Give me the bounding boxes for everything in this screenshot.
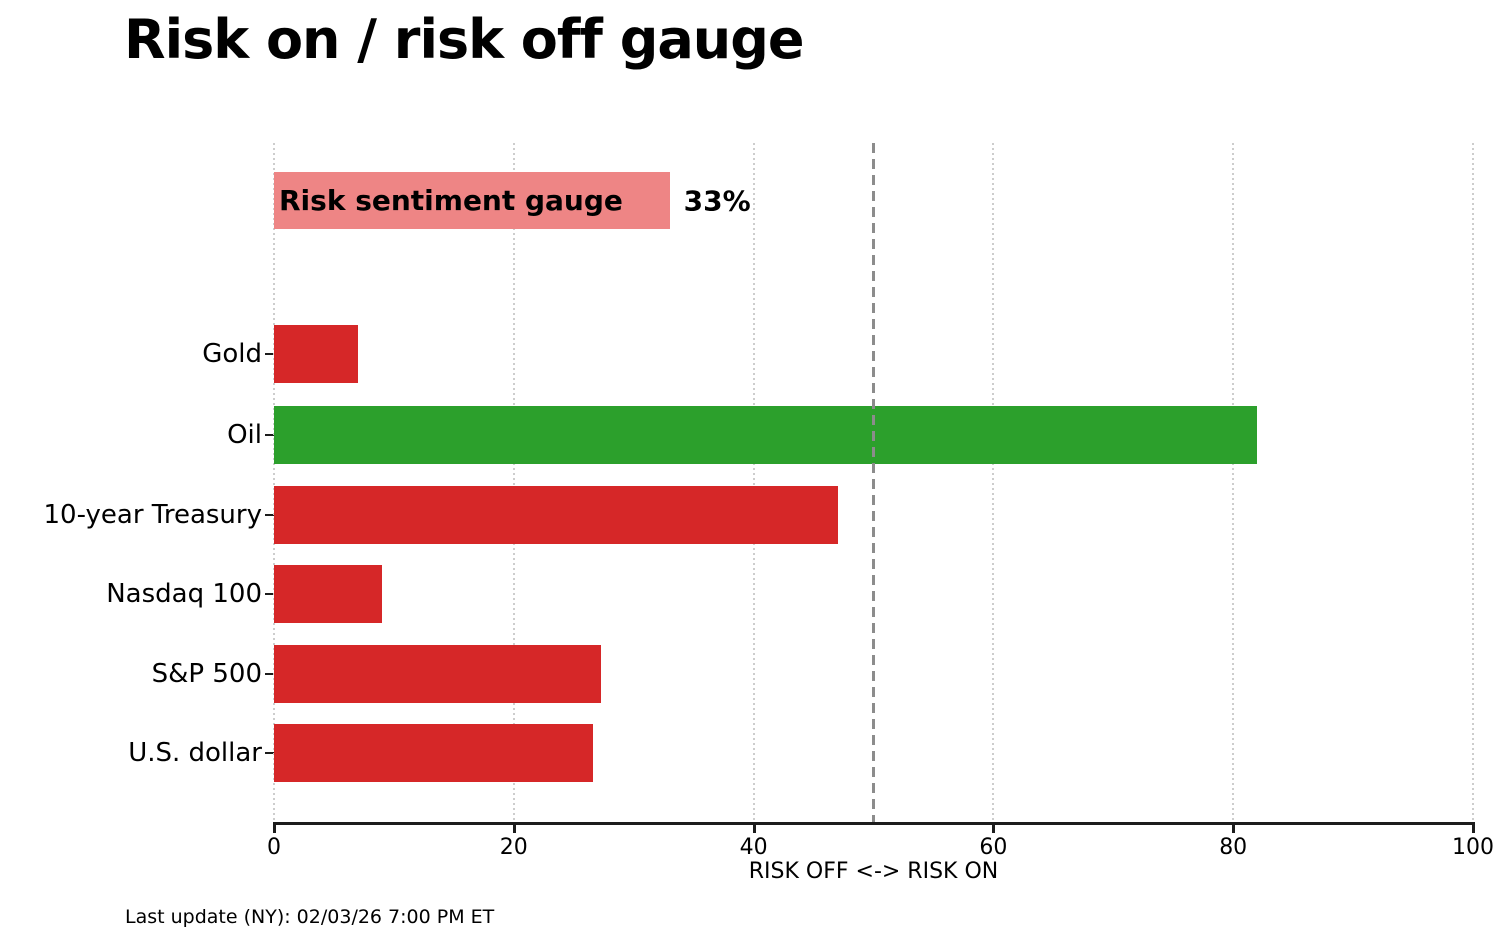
grid-line-60: [992, 143, 995, 822]
x-tick-mark-20: [512, 822, 516, 833]
bar-u-s-dollar: [274, 724, 593, 782]
gauge-value-label: 33%: [683, 184, 751, 217]
y-tick-mark-nasdaq-100: [265, 593, 274, 595]
category-label-gold: Gold: [202, 339, 262, 369]
x-tick-label-60: 60: [979, 835, 1008, 860]
bar-10-year-treasury: [274, 486, 838, 544]
y-tick-mark-10-year-treasury: [265, 514, 274, 516]
x-tick-label-40: 40: [739, 835, 768, 860]
x-tick-label-80: 80: [1219, 835, 1248, 860]
plot-area: Risk sentiment gauge 33%: [273, 143, 1474, 825]
bar-oil: [274, 406, 1258, 464]
x-tick-label-20: 20: [499, 835, 528, 860]
x-axis-label: RISK OFF <-> RISK ON: [748, 859, 999, 884]
x-tick-mark-60: [992, 822, 996, 833]
gauge-bar-label: Risk sentiment gauge: [279, 184, 623, 217]
bar-s-p-500: [274, 645, 602, 703]
bar-nasdaq-100: [274, 565, 382, 623]
grid-line-0: [273, 143, 275, 822]
grid-line-40: [752, 143, 755, 822]
y-tick-mark-u-s-dollar: [265, 752, 274, 754]
bar-gold: [274, 325, 358, 383]
x-tick-mark-0: [273, 822, 276, 833]
category-label-s-p-500: S&P 500: [151, 659, 262, 689]
category-label-u-s-dollar: U.S. dollar: [128, 738, 262, 768]
grid-line-100: [1472, 143, 1474, 822]
category-label-10-year-treasury: 10-year Treasury: [43, 500, 263, 530]
gauge-bar: Risk sentiment gauge: [274, 172, 670, 229]
y-tick-mark-oil: [265, 434, 274, 436]
grid-line-20: [512, 143, 515, 822]
x-tick-mark-80: [1232, 822, 1236, 833]
reference-line-50: [872, 143, 875, 822]
category-label-nasdaq-100: Nasdaq 100: [106, 579, 262, 609]
x-tick-mark-100: [1472, 822, 1475, 833]
y-tick-mark-gold: [265, 353, 274, 355]
x-tick-label-100: 100: [1452, 835, 1494, 860]
y-tick-mark-s-p-500: [265, 673, 274, 675]
category-label-oil: Oil: [227, 420, 262, 450]
last-update-text: Last update (NY): 02/03/26 7:00 PM ET: [125, 906, 495, 928]
x-tick-mark-40: [752, 822, 756, 833]
chart-title: Risk on / risk off gauge: [124, 8, 805, 71]
grid-line-80: [1232, 143, 1235, 822]
x-tick-label-0: 0: [267, 835, 281, 860]
